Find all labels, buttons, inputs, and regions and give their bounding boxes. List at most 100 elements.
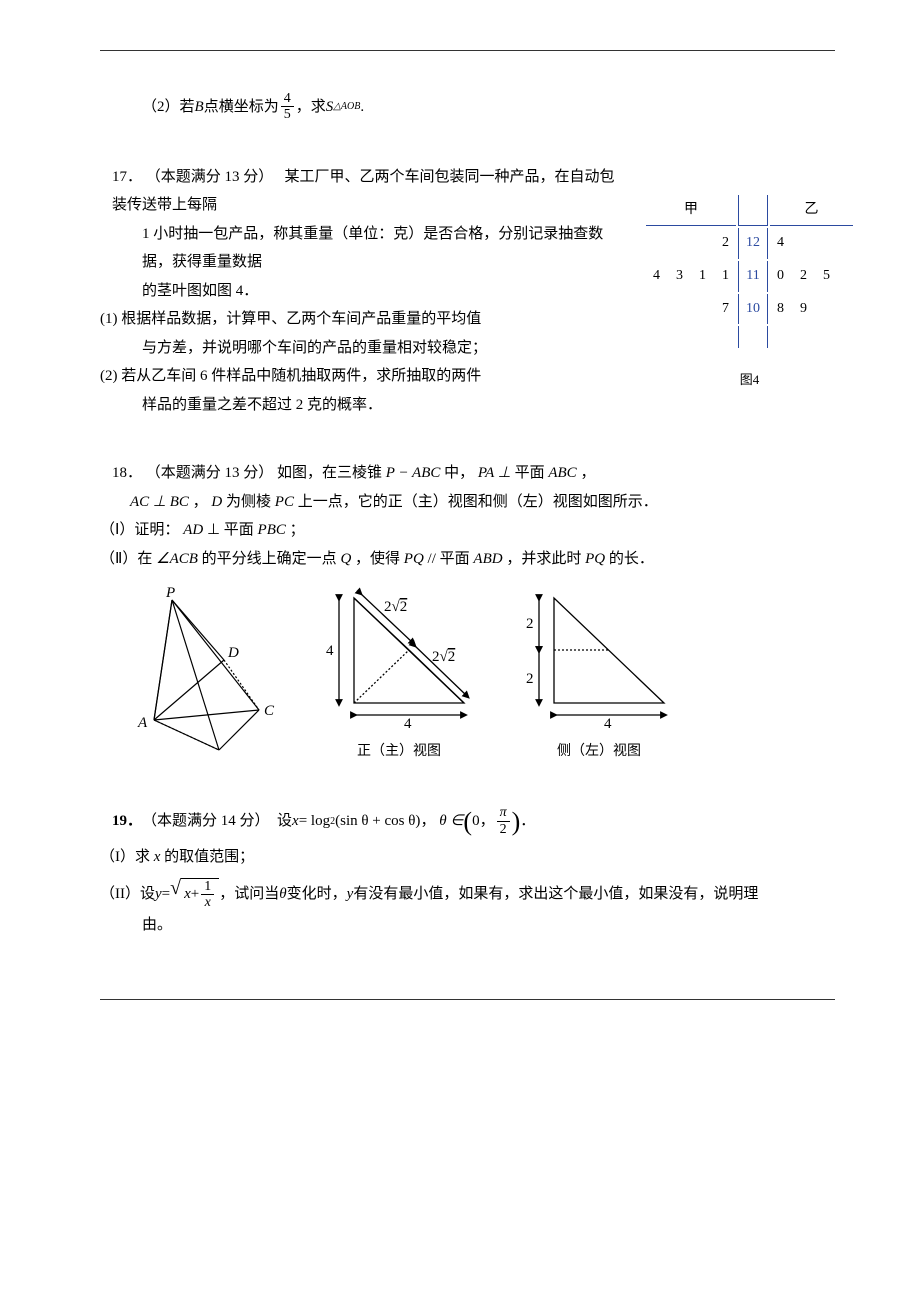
q19-frac-x: x [202,895,214,910]
q18-acbc: AC ⊥ BC [130,494,189,510]
q19-x: x [292,807,299,836]
q18-p2c: ，使得 [355,551,404,567]
q18-p1end: ； [290,522,305,538]
stem-leaf-plot: 甲 乙 2 12 4 4 3 1 [644,193,855,393]
q19-zero: 0， [472,807,495,836]
q18-plane2: 平面 [440,551,470,567]
q19-sqrt: √ x + 1 x [170,878,219,911]
q18-PBC: PBC [258,522,286,538]
dim-2bot: 2 [526,671,534,687]
sl-r2-r1: 9 [793,294,814,325]
q17: 17． （本题满分 13 分） 某工厂甲、乙两个车间包装同一种产品，在自动包装传… [100,163,835,420]
q19-eq: = log [299,807,330,836]
q16-2-prefix: （2）若 [142,93,195,122]
q19-sqrt-x: x [184,880,191,909]
q19-p2d: 有没有最小值，如果有，求出这个最小值，如果没有，说明理 [353,880,758,909]
q18-pabc: P − ABC [386,465,441,481]
q19-set-pre: 设 [277,807,292,836]
q18-p2b: 的平分线上确定一点 [202,551,341,567]
page-rule-bottom [100,999,835,1000]
sl-r1-r0: 0 [770,261,791,292]
q18-paper: PA ⊥ [478,465,511,481]
q19-p2b: ，试问当 [219,880,279,909]
sl-r2-stem: 10 [738,294,768,325]
q19-theta-in: θ ∈ [439,807,463,836]
q19-arg: (sin θ + cos θ) [335,807,420,836]
q18-p2d: ，并求此时 [506,551,585,567]
q18-PQ: PQ [404,551,424,567]
q16-2-frac: 4 5 [281,91,294,123]
q19-theta: θ [279,880,286,909]
q17-p2b: 样品的重量之差不超过 2 克的概率． [142,391,570,420]
dim-4side: 4 [604,716,612,728]
q18-p2a: （Ⅱ）在 [100,551,156,567]
sl-r2-l2 [692,294,713,325]
lbl-D: D [227,645,239,661]
q17-body3: 的茎叶图如图 4． [142,283,258,299]
sl-r1-stem: 11 [738,261,768,292]
q16-2-suffix: . [360,93,364,122]
q19-rpar: ) [512,815,521,828]
q18-Q: Q [340,551,351,567]
q19-p2e: 由。 [142,911,835,940]
q18-perp: ⊥ [207,522,224,538]
q17-p2a: (2) 若从乙车间 6 件样品中随机抽取两件，求所抽取的两件 [100,362,570,391]
q18-plane: 平面 [224,522,254,538]
q18-b2c: 为侧棱 [226,494,275,510]
q19-points: （本题满分 14 分） [142,807,277,836]
sl-caption: 图4 [644,350,855,393]
sl-r2-r0: 8 [770,294,791,325]
q18-PQ2: PQ [585,551,605,567]
sl-r1-l1: 3 [669,261,690,292]
frac-den: 5 [281,107,294,122]
q18-comma: ， [580,465,595,481]
lbl-B: B [216,753,225,755]
dim-2b: 2 [400,599,408,615]
q18-points: （本题满分 13 分） [146,465,274,481]
q19-two: 2 [497,822,510,837]
q18-b2d: 上一点，它的正（主）视图和侧（左）视图如图所示． [298,494,658,510]
sl-r1-l3: 1 [715,261,736,292]
dim-2c: 2 [432,649,440,665]
q18-p1a: （Ⅰ）证明： [100,522,179,538]
fig-tetra: P D A C B [124,585,284,766]
sl-r2-l1 [669,294,690,325]
dim-4b: 4 [404,716,412,728]
sl-r1-l0: 4 [646,261,667,292]
dim-2a: 2 [384,599,392,615]
q17-points: （本题满分 13 分） [146,169,281,185]
q19-y: y [155,880,162,909]
q19-y2: y [347,880,354,909]
q18-D: D [211,494,222,510]
sl-r0-l0 [646,228,667,259]
q19-p1b: 的取值范围； [164,849,254,865]
dim-4h: 4 [326,643,334,659]
q19-plus: + [191,880,199,909]
sl-r0-r1 [793,228,814,259]
sl-r0-r2 [816,228,837,259]
q18-num: 18． [112,465,142,481]
q18-angACB: ∠ACB [156,551,198,567]
q18-body1b: 中， [444,465,474,481]
q19-p1: （I）求 [100,849,154,865]
sl-hdr-right: 乙 [770,195,853,227]
sl-r0-l2 [692,228,713,259]
q19-dot: ． [520,807,535,836]
q18: 18． （本题满分 13 分） 如图，在三棱锥 P − ABC 中， PA ⊥ … [100,459,835,765]
q18-PC: PC [275,494,294,510]
q19-pi2: π 2 [497,805,510,837]
sl-r0-r0: 4 [770,228,791,259]
q19-x2: x [154,849,161,865]
q19-frac1: 1 [201,879,214,895]
q19-eq2: = [162,880,170,909]
q18-ABC: ABC [548,465,576,481]
lbl-C: C [264,703,275,719]
q19: 19． （本题满分 14 分） 设 x = log 2 (sin θ + cos… [100,805,835,939]
q17-num: 17． [112,169,142,185]
page-rule-top [100,50,835,51]
q19-num: 19． [112,813,142,829]
sl-r1-l2: 1 [692,261,713,292]
svg-text:2√2: 2√2 [432,649,455,665]
sl-r2-l3: 7 [715,294,736,325]
sl-r1-r2: 5 [816,261,837,292]
